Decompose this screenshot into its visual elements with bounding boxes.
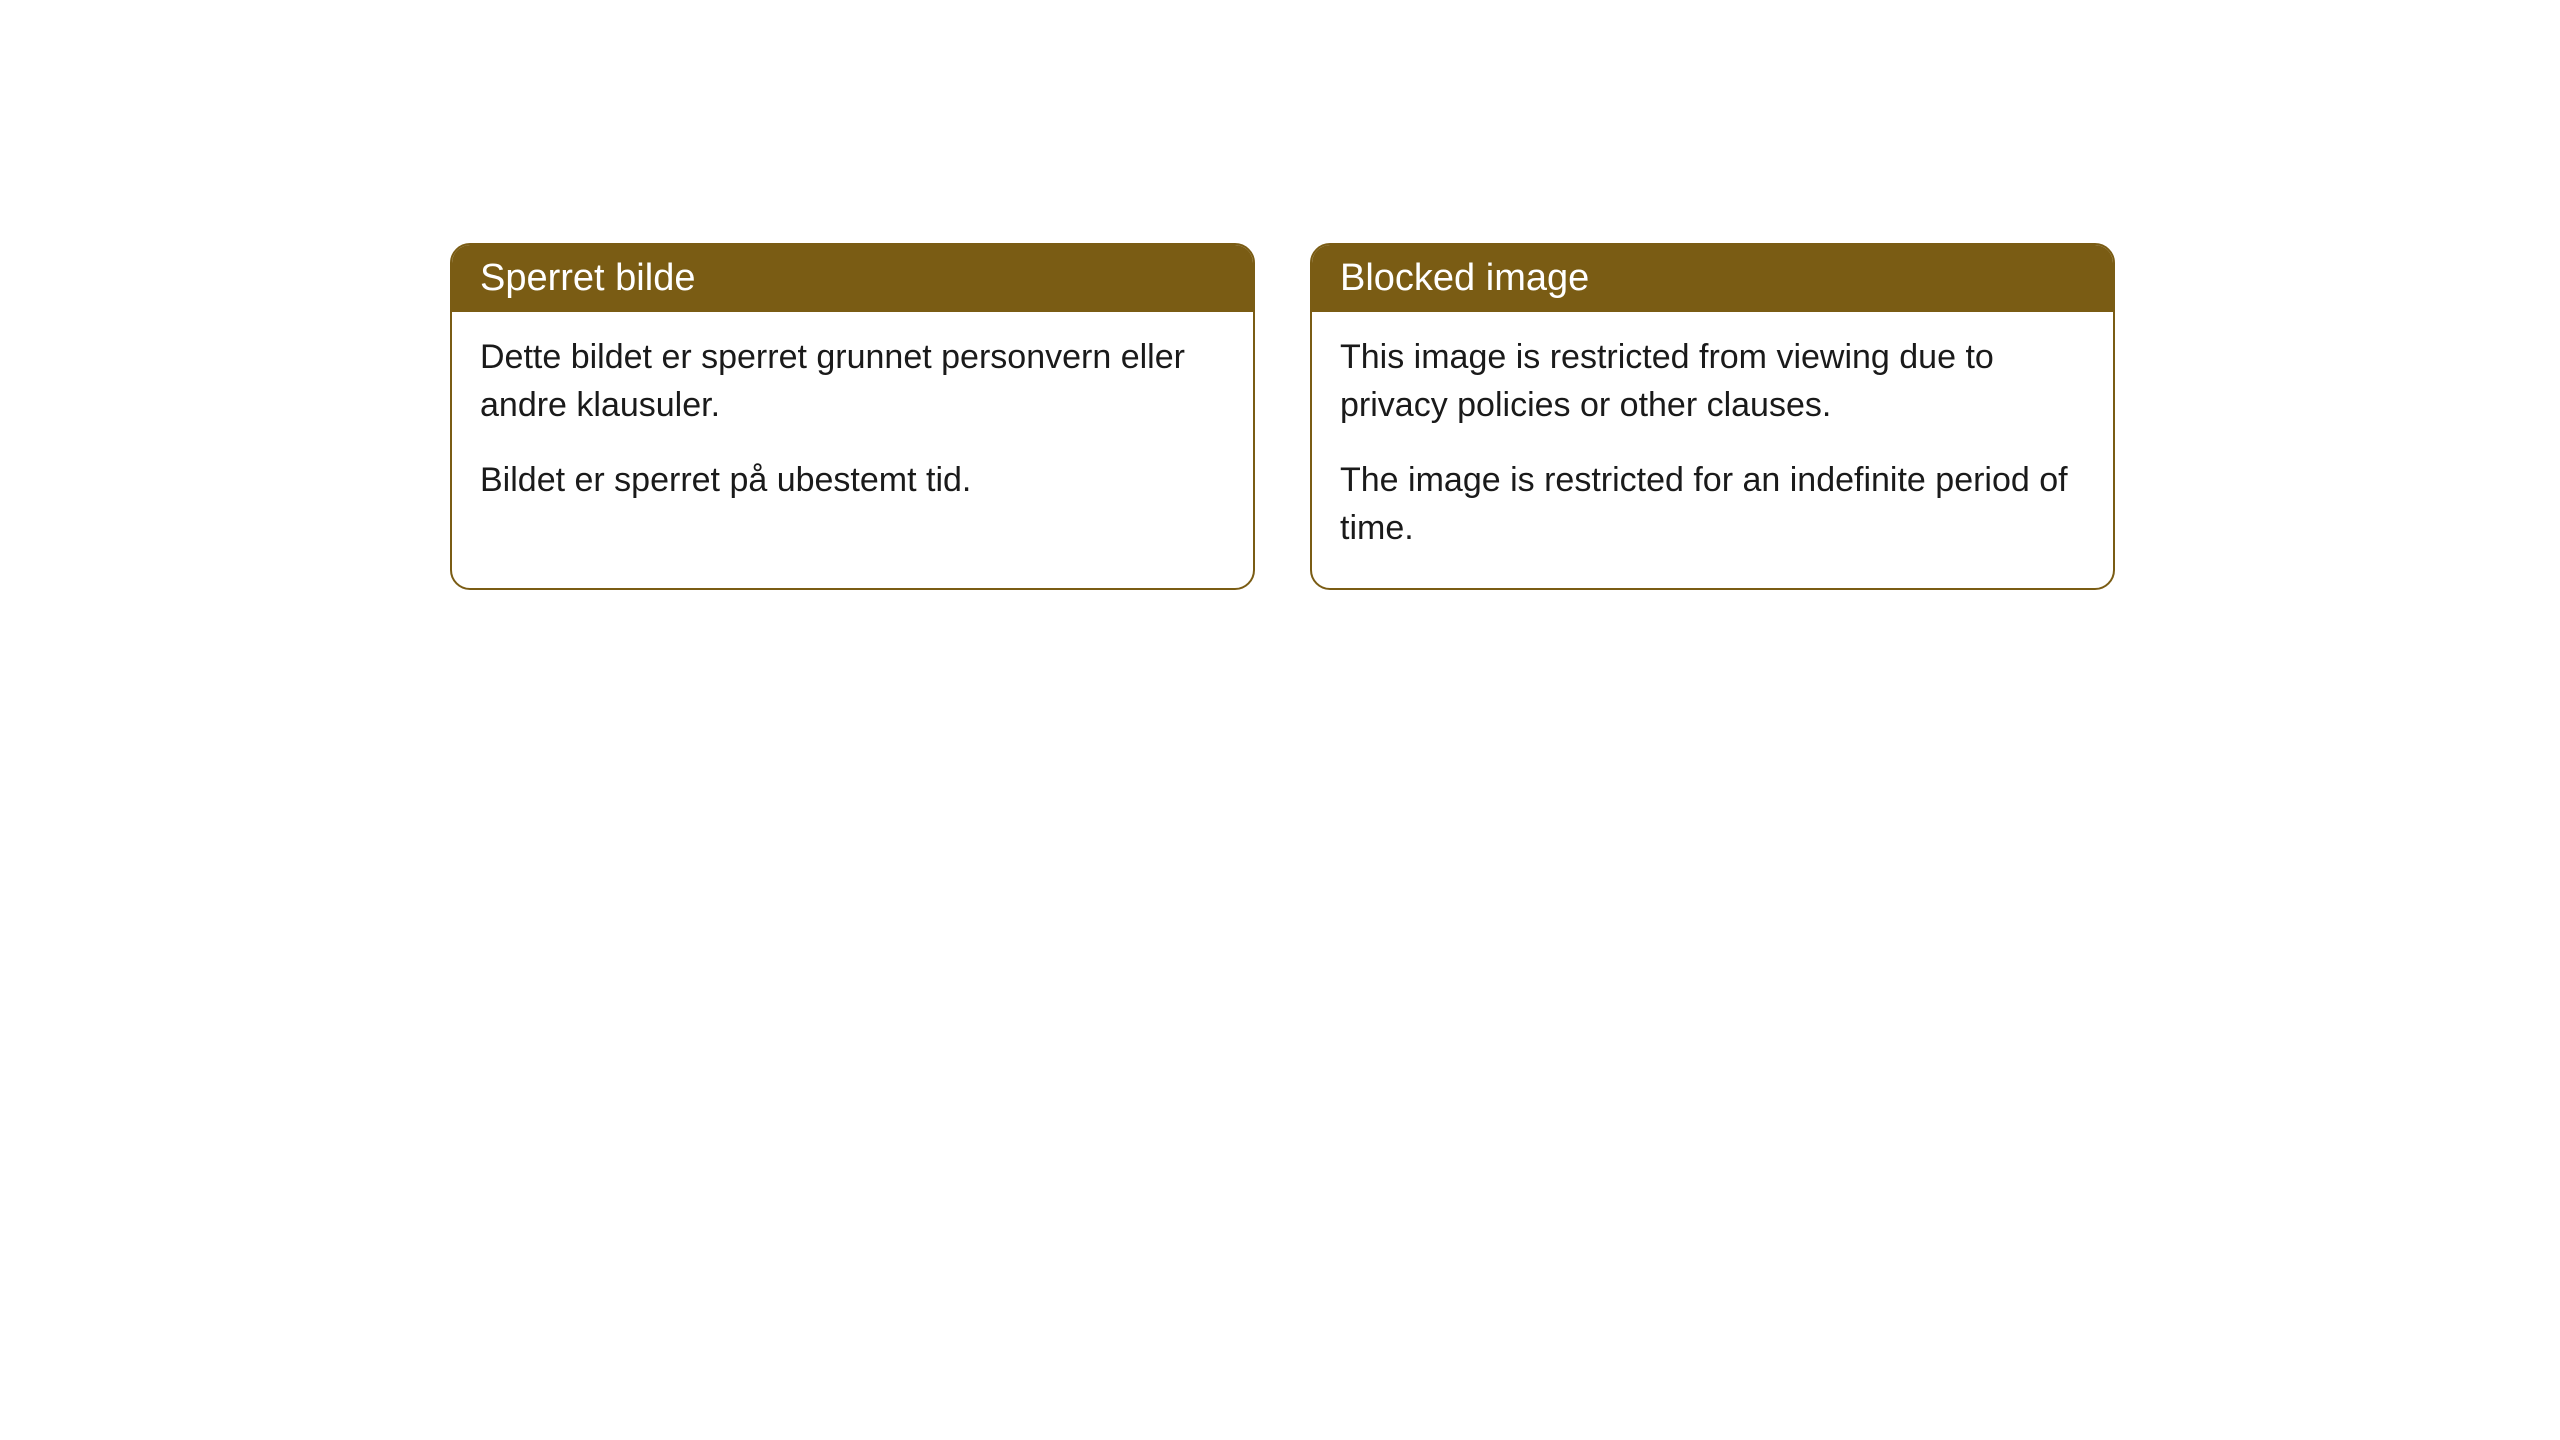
cards-container: Sperret bilde Dette bildet er sperret gr… [450,243,2115,590]
card-title-norwegian: Sperret bilde [480,257,695,299]
card-body-norwegian: Dette bildet er sperret grunnet personve… [452,312,1253,541]
card-norwegian: Sperret bilde Dette bildet er sperret gr… [450,243,1255,590]
card-header-english: Blocked image [1312,245,2113,312]
card-title-english: Blocked image [1340,257,1589,299]
card-paragraph-2-norwegian: Bildet er sperret på ubestemt tid. [480,457,1225,505]
card-header-norwegian: Sperret bilde [452,245,1253,312]
card-paragraph-1-norwegian: Dette bildet er sperret grunnet personve… [480,334,1225,429]
card-english: Blocked image This image is restricted f… [1310,243,2115,590]
card-body-english: This image is restricted from viewing du… [1312,312,2113,588]
card-paragraph-2-english: The image is restricted for an indefinit… [1340,457,2085,552]
card-paragraph-1-english: This image is restricted from viewing du… [1340,334,2085,429]
